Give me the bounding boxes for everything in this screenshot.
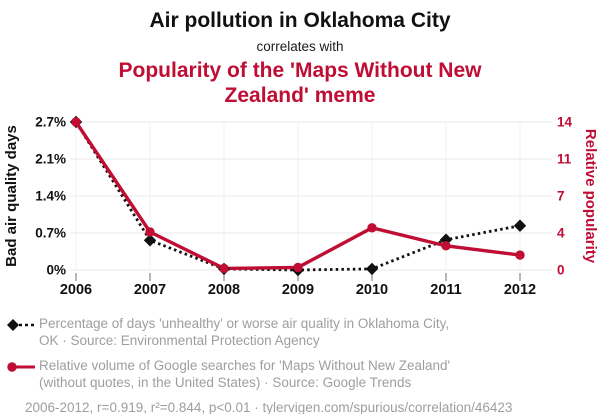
data-point-circle	[515, 250, 525, 260]
chart-subtitle: Popularity of the 'Maps Without New Zeal…	[118, 59, 482, 107]
y-axis-tick-label: 1.4%	[35, 189, 66, 204]
legend-item-google-trends: Relative volume of Google searches for '…	[6, 357, 578, 391]
legend-label: Relative volume of Google searches for '…	[39, 357, 450, 391]
legend-label: Percentage of days 'unhealthy' or worse …	[39, 315, 449, 349]
y-axis-tick-label: 11	[557, 152, 572, 167]
line-chart: 2.7% 2.1% 1.4% 0.7% 0% 14 11 7 4 0 2006 …	[3, 115, 599, 299]
stats-and-source-url: 2006-2012, r=0.919, r²=0.844, p<0.01 · t…	[25, 400, 513, 414]
right-axis-title: Relative popularity	[582, 129, 599, 264]
y-axis-tick-label: 7	[557, 189, 565, 204]
y-axis-tick-label: 4	[557, 226, 565, 241]
legend-label-line1: Relative volume of Google searches for '…	[39, 358, 451, 373]
correlates-with-label: correlates with	[256, 39, 344, 54]
y-axis-tick-label: 14	[557, 115, 573, 130]
chart-header: Air pollution in Oklahoma City correlate…	[0, 0, 600, 108]
data-point-circle	[441, 241, 451, 251]
x-axis-tick-label: 2007	[134, 282, 166, 298]
data-point-diamond	[365, 262, 379, 276]
legend-label-line2: OK · Source: Environmental Protection Ag…	[39, 333, 320, 348]
data-point-circle	[293, 262, 303, 273]
data-point-circle	[71, 117, 81, 127]
x-axis-tick-label: 2012	[504, 282, 536, 298]
data-point-circle	[145, 227, 155, 237]
y-axis-tick-label: 0%	[46, 263, 66, 278]
data-point-diamond	[143, 234, 157, 247]
x-axis-tick-label: 2010	[356, 282, 388, 298]
circle-solid-line-icon	[7, 362, 35, 372]
chart-legend: Percentage of days 'unhealthy' or worse …	[6, 315, 578, 391]
x-axis-tick-labels: 2006 2007 2008 2009 2010 2011 2012	[60, 282, 536, 298]
y-axis-tick-label: 2.7%	[35, 115, 66, 130]
data-point-diamond	[513, 219, 527, 232]
x-axis-tick-label: 2008	[208, 282, 240, 298]
x-axis-tick-label: 2006	[60, 282, 92, 298]
diamond-dotted-line-icon	[7, 319, 35, 331]
legend-item-air-quality: Percentage of days 'unhealthy' or worse …	[6, 315, 578, 349]
y-axis-tick-label: 2.1%	[35, 152, 66, 167]
legend-label-line1: Percentage of days 'unhealthy' or worse …	[39, 316, 450, 331]
x-axis-tick-label: 2011	[430, 282, 461, 298]
data-point-circle	[219, 263, 229, 274]
right-axis-tick-labels: 14 11 7 4 0	[557, 115, 573, 278]
data-point-circle	[367, 223, 377, 233]
x-axis-tick-label: 2009	[282, 282, 314, 298]
y-axis-tick-label: 0.7%	[35, 226, 66, 241]
left-axis-title: Bad air quality days	[3, 125, 20, 267]
left-axis-tick-labels: 2.7% 2.1% 1.4% 0.7% 0%	[35, 115, 66, 278]
chart-title: Air pollution in Oklahoma City	[149, 9, 451, 32]
legend-label-line2: (without quotes, in the United States) ·…	[39, 375, 412, 390]
y-axis-tick-label: 0	[557, 263, 565, 278]
